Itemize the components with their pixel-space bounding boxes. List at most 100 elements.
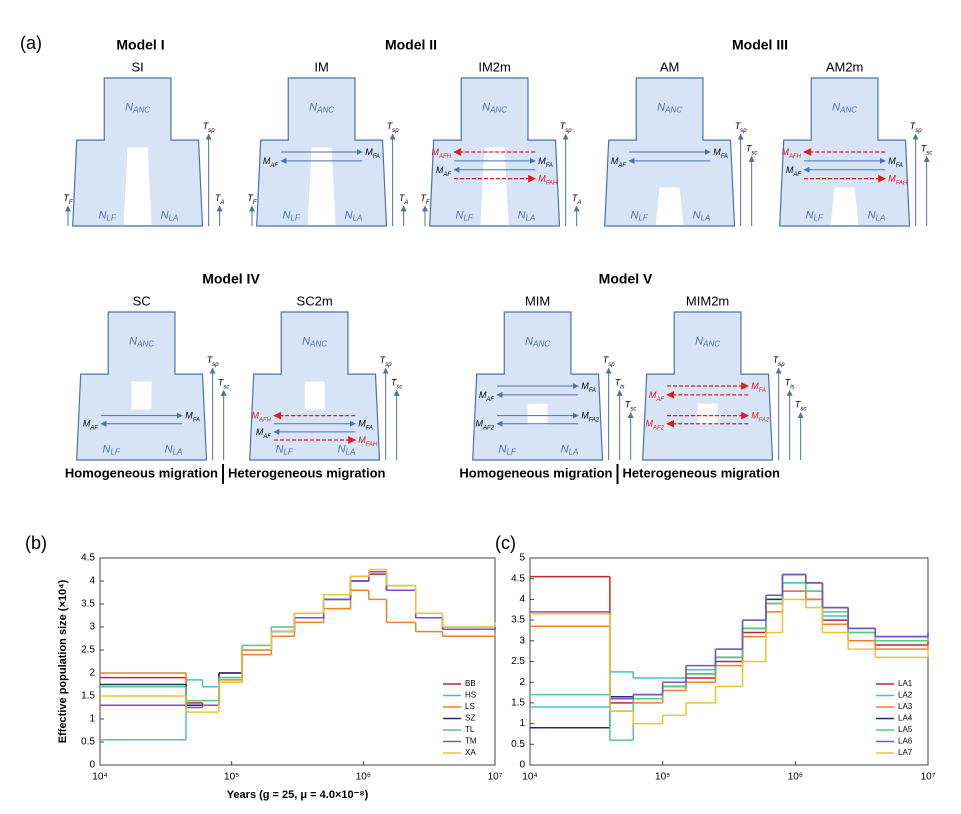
symbol-base: N (125, 102, 133, 114)
y-tick-label: 4 (519, 594, 525, 605)
symbol-sub: FAH (366, 442, 378, 448)
symbol-sub: LA (569, 448, 579, 457)
symbol-sub: AF (262, 433, 271, 439)
symbol-label: NANC (695, 336, 720, 349)
symbol-base: T (910, 122, 917, 132)
y-tick-label: 2 (89, 668, 95, 679)
panel-label: (c) (495, 533, 516, 553)
symbol-sub: AF (617, 162, 626, 168)
symbol-base: N (657, 102, 665, 114)
symbol-label: TA (399, 193, 409, 205)
legend-label: BB (465, 679, 476, 688)
isolation-gap (123, 147, 152, 225)
symbol-sub: sc (396, 384, 402, 390)
symbol-label: Tsp (910, 122, 923, 134)
symbol-sub: LA (353, 214, 363, 223)
plot-frame (99, 557, 496, 766)
y-tick-label: 1 (89, 714, 95, 725)
isolation-gap (655, 187, 684, 225)
symbol-base: N (832, 102, 840, 114)
symbol-sub: LA (526, 214, 536, 223)
symbol-base: T (247, 193, 254, 203)
symbol-base: T (795, 400, 802, 410)
y-tick-label: 0.5 (81, 737, 95, 748)
symbol-label: MFA2 (751, 411, 770, 423)
symbol-sub: LF (638, 214, 648, 223)
symbol-label: Tsp (387, 122, 400, 134)
diagram-name: AM2m (826, 59, 864, 74)
symbol-sub: LA (173, 448, 183, 457)
legend-label: TM (465, 737, 477, 746)
symbol-sub: AF (89, 425, 98, 431)
symbol-sub: A (219, 200, 224, 206)
symbol-base: N (345, 210, 353, 222)
model-title: Model V (599, 271, 653, 287)
symbol-base: M (538, 156, 546, 166)
legend-label: XA (465, 748, 476, 757)
symbol-sub: FAH (546, 180, 558, 186)
legend-label: LA6 (898, 737, 913, 746)
symbol-base: N (309, 102, 317, 114)
symbol-label: NANC (657, 102, 682, 115)
symbol-sub: is (790, 384, 794, 390)
symbol-label: Tsc (795, 400, 807, 412)
symbol-sub: FA (896, 162, 903, 168)
symbol-base: M (538, 174, 546, 184)
symbol-label: TA (572, 193, 582, 205)
symbol-sub: FA (546, 162, 553, 168)
legend-label: LA5 (898, 725, 913, 734)
symbol-label: Tsp (380, 356, 393, 368)
symbol-sub: ANC (664, 106, 682, 115)
y-tick-label: 1.5 (81, 691, 95, 702)
symbol-base: M (432, 147, 440, 157)
symbol-sub: AFH (438, 154, 452, 160)
symbol-base: T (921, 144, 928, 154)
symbol-base: T (420, 193, 427, 203)
symbol-sub: A (576, 200, 581, 206)
symbol-sub: AF (655, 396, 664, 402)
symbol-sub: LF (283, 448, 293, 457)
symbol-label: NLF (276, 444, 294, 457)
symbol-base: M (645, 419, 653, 429)
symbol-sub: A (403, 200, 408, 206)
y-tick-label: 3.5 (511, 615, 525, 626)
symbol-label: NANC (832, 102, 857, 115)
symbol-base: M (263, 156, 271, 166)
symbol-label: Tsc (218, 378, 230, 390)
symbol-base: T (387, 122, 394, 132)
symbol-label: NLF (456, 210, 474, 223)
symbol-base: T (218, 378, 225, 388)
symbol-sub: FA2 (589, 417, 600, 423)
symbol-label: NANC (302, 336, 327, 349)
symbol-base: N (165, 444, 173, 456)
symbol-sub: ANC (136, 340, 154, 349)
symbol-sub: ANC (309, 340, 327, 349)
symbol-label: NLA (868, 210, 886, 223)
migration-type: Homogeneous migration (65, 465, 218, 480)
migration-type: Heterogeneous migration (228, 465, 386, 480)
symbol-label: Tis (615, 378, 625, 390)
symbol-label: Tsp (603, 356, 616, 368)
symbol-sub: is (620, 384, 624, 390)
symbol-label: MFA (358, 419, 373, 431)
symbol-sub: FA (373, 154, 380, 160)
symbol-label: Tis (785, 378, 795, 390)
symbol-label: Tsc (625, 400, 637, 412)
symbol-base: N (103, 444, 111, 456)
panel-label: (b) (25, 533, 47, 553)
symbol-label: TA (215, 193, 225, 205)
symbol-base: M (252, 411, 260, 421)
symbol-sub: sp (565, 128, 572, 134)
symbol-label: MAF (611, 156, 627, 168)
symbol-base: M (475, 419, 483, 429)
symbol-base: N (338, 444, 346, 456)
legend-label: HS (465, 691, 476, 700)
symbol-base: T (625, 400, 632, 410)
symbol-sub: AF (485, 396, 494, 402)
symbol-base: M (888, 156, 896, 166)
symbol-base: M (649, 390, 657, 400)
symbol-base: T (785, 378, 792, 388)
symbol-sub: LF (290, 214, 300, 223)
x-tick-label: 10⁶ (356, 772, 371, 783)
